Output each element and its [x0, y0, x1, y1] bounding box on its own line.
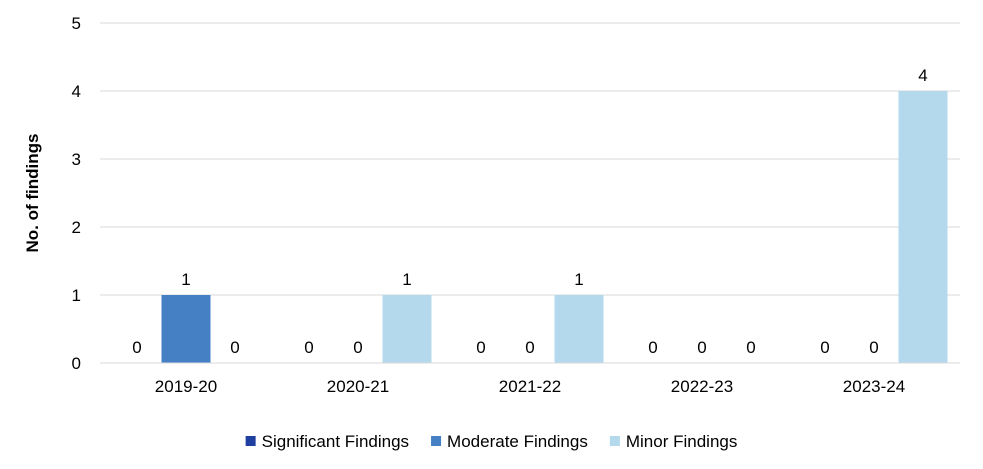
- legend: Significant Findings Moderate Findings Min…: [245, 432, 738, 451]
- y-tick-label: 2: [72, 218, 81, 237]
- y-tick-label: 5: [72, 14, 81, 33]
- y-tick-label: 4: [72, 82, 81, 101]
- data-label: 0: [746, 338, 755, 357]
- data-label: 1: [181, 270, 190, 289]
- data-label: 0: [304, 338, 313, 357]
- data-labels: 0 1 0 0 0 1 0 0 1 0 0 0 0 0 4: [132, 66, 927, 357]
- x-tick-label: 2020-21: [327, 377, 389, 396]
- y-tick-label: 1: [72, 286, 81, 305]
- legend-swatch: [431, 436, 442, 446]
- bars: [161, 91, 948, 363]
- gridlines: [100, 22, 960, 296]
- data-label: 0: [132, 338, 141, 357]
- y-tick-label: 0: [72, 354, 81, 373]
- data-label: 1: [402, 270, 411, 289]
- legend-swatch: [245, 436, 256, 446]
- bar: [161, 295, 211, 363]
- y-axis-ticks: 0 1 2 3 4 5: [72, 14, 81, 373]
- data-label: 4: [918, 66, 927, 85]
- data-label: 0: [820, 338, 829, 357]
- legend-label: Minor Findings: [626, 432, 738, 451]
- y-tick-label: 3: [72, 150, 81, 169]
- x-tick-label: 2023-24: [843, 377, 905, 396]
- data-label: 0: [869, 338, 878, 357]
- x-tick-label: 2019-20: [155, 377, 217, 396]
- legend-swatch: [609, 436, 620, 446]
- data-label: 0: [230, 338, 239, 357]
- data-label: 0: [525, 338, 534, 357]
- bar: [898, 91, 948, 363]
- x-tick-label: 2022-23: [671, 377, 733, 396]
- data-label: 1: [574, 270, 583, 289]
- y-axis-title: No. of findings: [23, 134, 42, 253]
- data-label: 0: [353, 338, 362, 357]
- x-axis-ticks: 2019-20 2020-21 2021-22 2022-23 2023-24: [155, 377, 905, 396]
- legend-label: Moderate Findings: [447, 432, 588, 451]
- data-label: 0: [476, 338, 485, 357]
- data-label: 0: [697, 338, 706, 357]
- data-label: 0: [648, 338, 657, 357]
- legend-label: Significant Findings: [262, 432, 409, 451]
- bar: [554, 295, 604, 363]
- x-tick-label: 2021-22: [499, 377, 561, 396]
- bar: [382, 295, 432, 363]
